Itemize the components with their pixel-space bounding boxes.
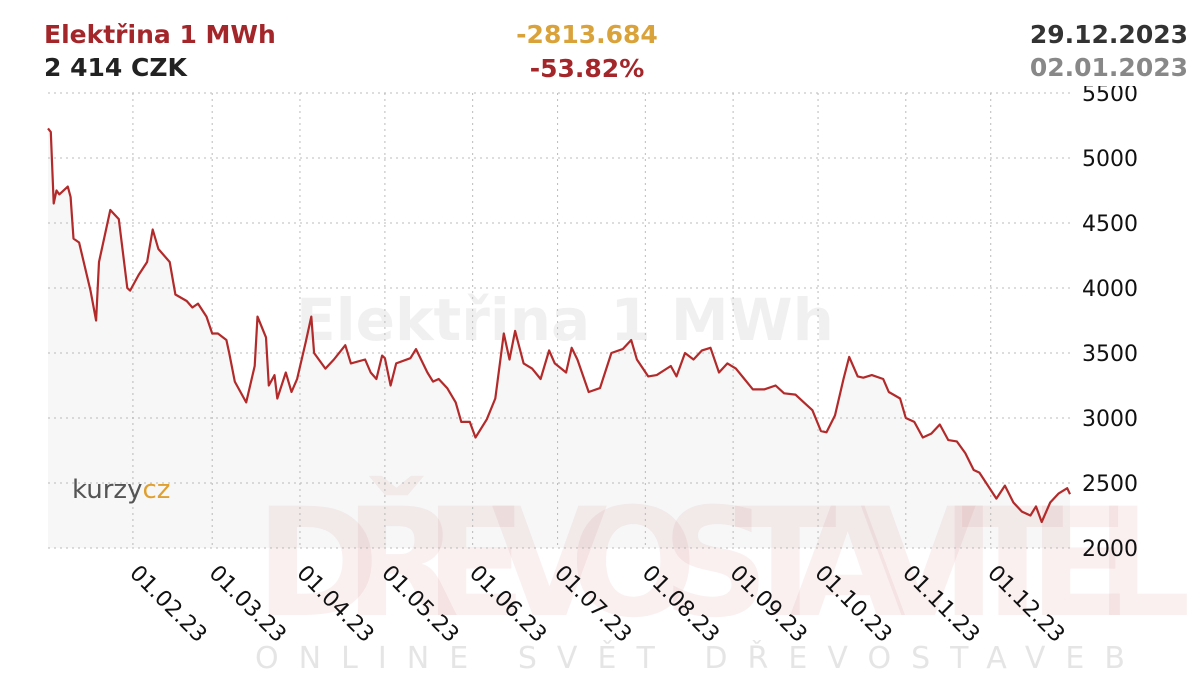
area-fill xyxy=(48,128,1070,548)
last-price: 2 414 CZK xyxy=(44,53,188,82)
y-tick-label: 5500 xyxy=(1082,82,1138,107)
y-tick-label: 4500 xyxy=(1082,212,1138,237)
change-pct: -53.82% xyxy=(530,54,645,83)
y-tick-label: 3500 xyxy=(1082,342,1138,367)
price-line xyxy=(47,127,1071,524)
y-tick-label: 4000 xyxy=(1082,277,1138,302)
y-tick-label: 5000 xyxy=(1082,147,1138,172)
y-tick-label: 2000 xyxy=(1082,537,1138,562)
y-tick-label: 3000 xyxy=(1082,407,1138,432)
logo: kurzycz xyxy=(72,475,170,505)
watermark-title: Elektřina 1 MWh xyxy=(296,286,834,354)
watermark-main: DŘEVOSTAVITEL xyxy=(255,476,1195,651)
date-from: 02.01.2023 xyxy=(1030,53,1188,82)
header-bg xyxy=(0,0,1200,86)
change: -2813.684 xyxy=(516,20,658,49)
date-to: 29.12.2023 xyxy=(1030,20,1188,49)
logo-left: kurzy xyxy=(72,475,142,505)
title: Elektřina 1 MWh xyxy=(44,20,276,49)
y-tick-label: 2500 xyxy=(1082,472,1138,497)
x-tick-label: 01.02.23 xyxy=(124,561,211,648)
logo-right: cz xyxy=(142,475,170,505)
